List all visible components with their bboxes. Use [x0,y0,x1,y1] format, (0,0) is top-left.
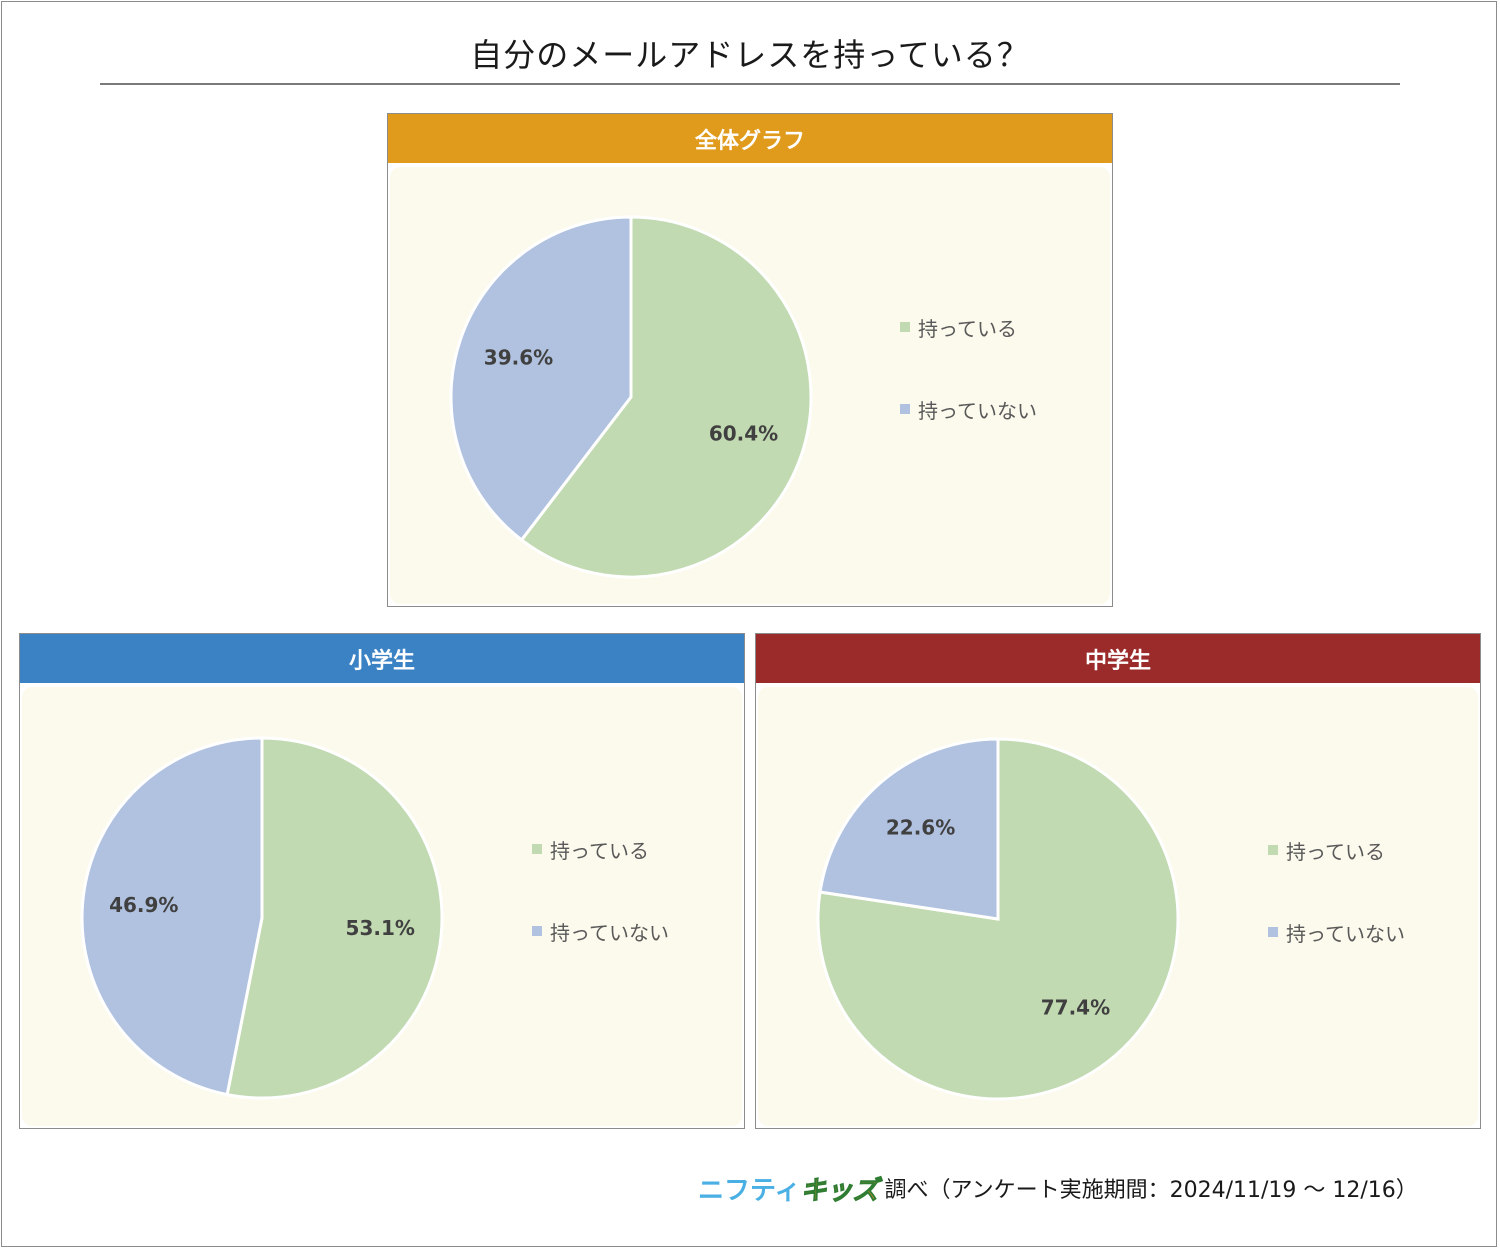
legend-item-yes: 持っている [900,312,1037,342]
elementary-legend: 持っている 持っていない [532,834,669,998]
elementary-pie-chart: 53.1% 46.9% [80,736,444,1100]
legend-swatch-yes [1268,845,1278,855]
pie-slice-yes [519,215,813,579]
data-label-no: 39.6% [484,345,553,369]
junior-legend: 持っている 持っていない [1268,835,1405,999]
legend-item-no: 持っていない [1268,917,1405,947]
legend-swatch-no [1268,927,1278,937]
source-footer: ニフティ キッズ 調べ（アンケート実施期間：2024/11/19 ～ 12/16… [698,1170,1418,1206]
legend-label-yes: 持っている [550,838,649,863]
pie-slice-yes [225,736,444,1100]
logo-text-kids: キッズ [800,1175,879,1206]
junior-chart-panel: 中学生 77.4% 22.6% 持っている 持っていない [755,633,1481,1129]
pie-slice-no [80,736,264,1097]
logo-text-nifty: ニフティ [698,1175,801,1206]
pie-slice-no [818,737,1000,921]
junior-panel-header: 中学生 [756,634,1480,683]
legend-item-yes: 持っている [532,834,669,864]
legend-item-yes: 持っている [1268,835,1405,865]
overall-pie-chart: 60.4% 39.6% [449,215,813,579]
elementary-panel-header: 小学生 [20,634,744,683]
nifty-kids-logo: ニフティ キッズ [698,1170,879,1207]
overall-legend: 持っている 持っていない [900,312,1037,476]
data-label-yes: 77.4% [1041,996,1110,1020]
survey-period-note: 調べ（アンケート実施期間：2024/11/19 ～ 12/16） [884,1178,1418,1203]
elementary-chart-panel: 小学生 53.1% 46.9% 持っている 持っていない [19,633,745,1129]
legend-label-yes: 持っている [918,316,1017,341]
junior-pie-chart: 77.4% 22.6% [816,737,1180,1101]
title-divider [100,83,1400,85]
overall-chart-panel: 全体グラフ 60.4% 39.6% 持っている 持っていない [387,113,1113,607]
overall-panel-header: 全体グラフ [388,114,1112,163]
data-label-no: 22.6% [886,815,955,839]
legend-item-no: 持っていない [900,394,1037,424]
legend-swatch-yes [900,322,910,332]
legend-swatch-no [532,926,542,936]
data-label-yes: 60.4% [709,422,778,446]
data-label-yes: 53.1% [346,916,415,940]
legend-swatch-no [900,404,910,414]
page-title: 自分のメールアドレスを持っている？ [470,36,1030,74]
legend-swatch-yes [532,844,542,854]
legend-label-yes: 持っている [1286,839,1385,864]
pie-slice-no [449,215,633,543]
legend-label-no: 持っていない [918,398,1037,423]
legend-label-no: 持っていない [550,920,669,945]
data-label-no: 46.9% [109,893,178,917]
legend-item-no: 持っていない [532,916,669,946]
legend-label-no: 持っていない [1286,921,1405,946]
